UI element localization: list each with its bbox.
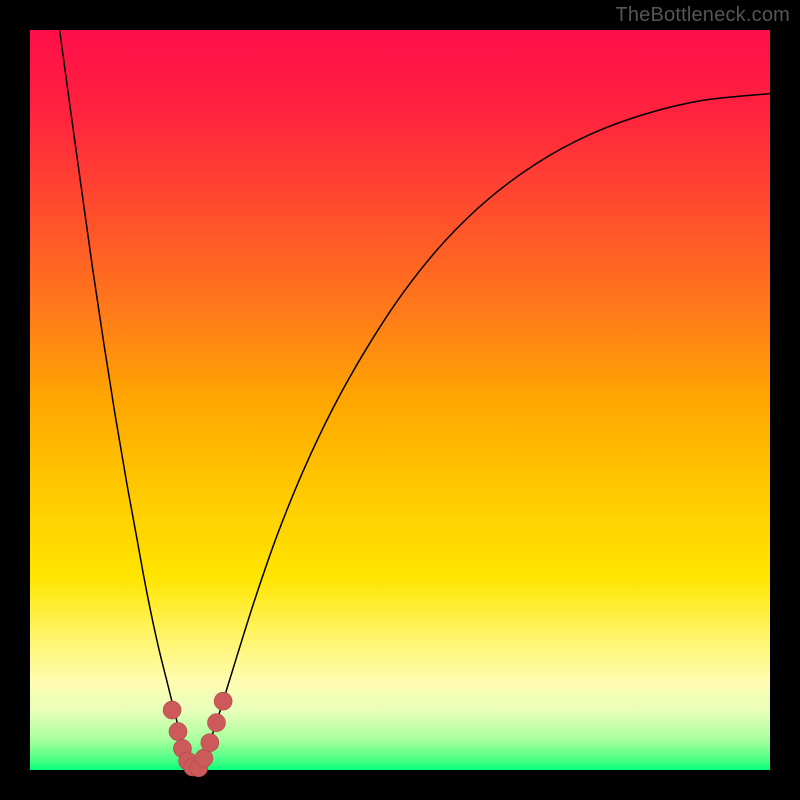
marker-dot [214,692,232,710]
marker-dot [163,701,181,719]
marker-dot [201,734,219,752]
bottleneck-chart [0,0,800,800]
marker-dot [169,723,187,741]
watermark-text: TheBottleneck.com [615,4,790,27]
marker-dot [207,714,225,732]
chart-root: { "dimensions": { "width": 800, "height"… [0,0,800,800]
chart-background-gradient [30,30,770,770]
